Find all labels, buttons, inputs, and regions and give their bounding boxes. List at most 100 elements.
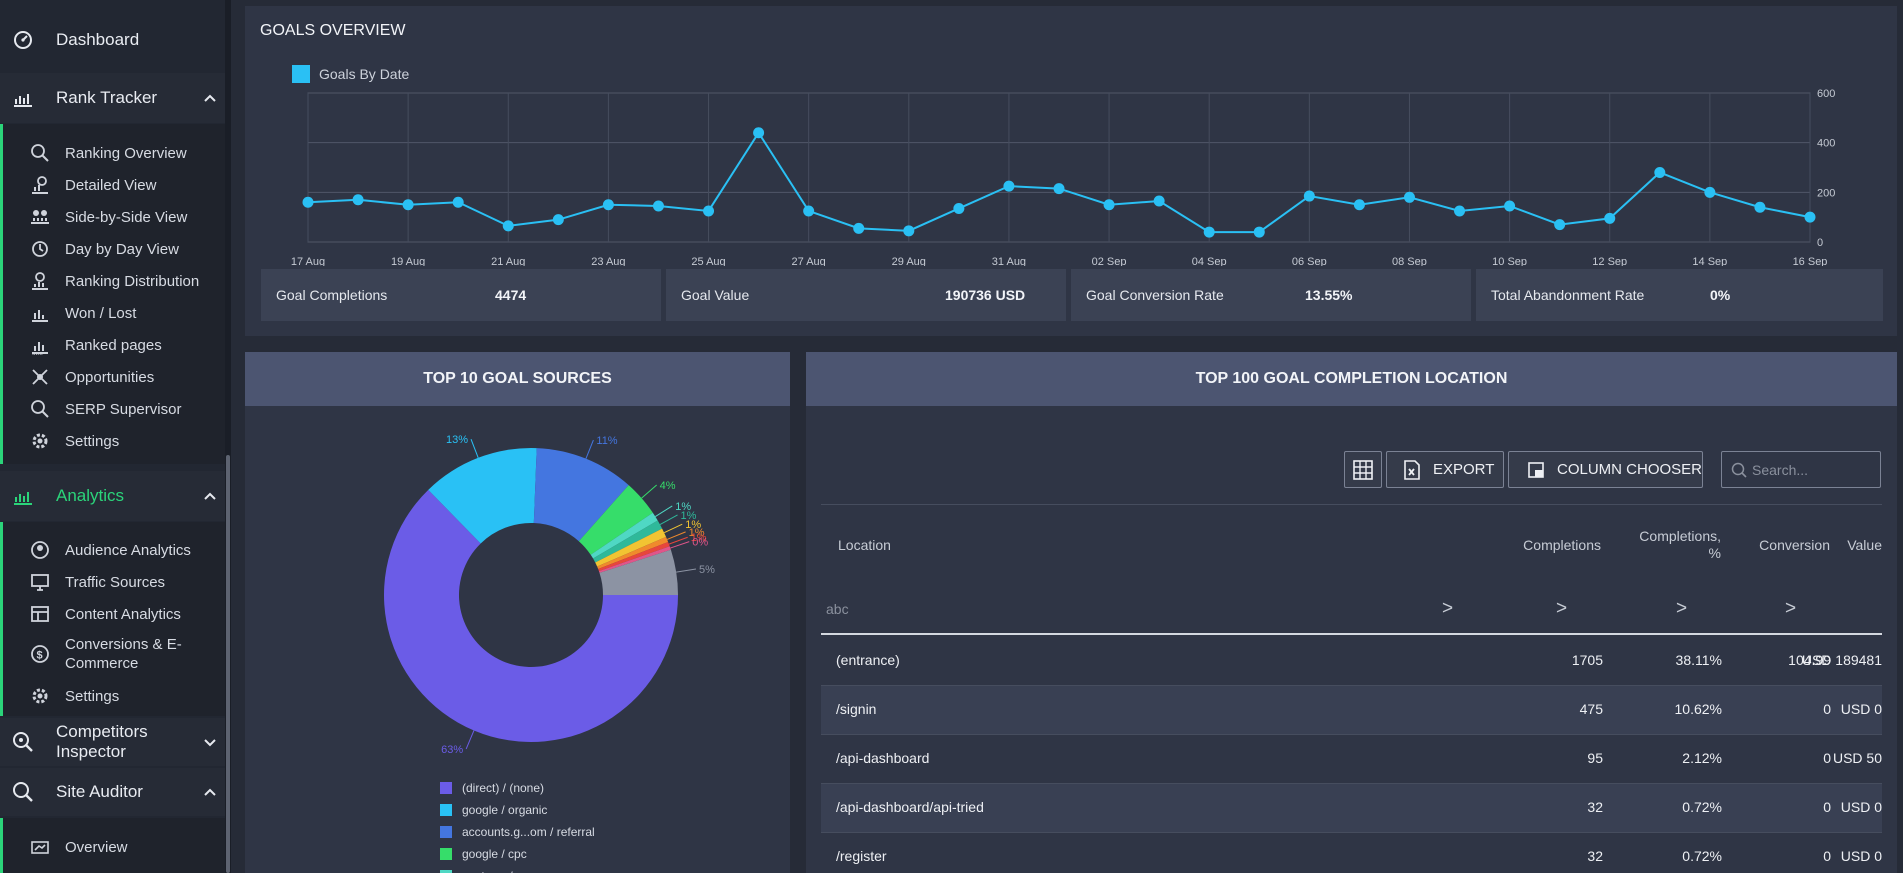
data-point[interactable] bbox=[703, 205, 715, 217]
grid-settings-button[interactable] bbox=[1344, 451, 1382, 488]
chevron-up-icon[interactable] bbox=[203, 785, 217, 799]
data-point[interactable] bbox=[402, 199, 414, 211]
pie-slice[interactable] bbox=[428, 448, 537, 544]
data-point[interactable] bbox=[903, 225, 915, 237]
sidebar-scrollbar[interactable] bbox=[225, 0, 231, 873]
sidebar-item-detailed-view[interactable]: Detailed View bbox=[3, 171, 225, 199]
data-point[interactable] bbox=[853, 222, 865, 234]
data-point[interactable] bbox=[1153, 195, 1165, 207]
data-point[interactable] bbox=[1554, 219, 1566, 231]
data-point[interactable] bbox=[552, 214, 564, 226]
pie-legend-item[interactable]: canterra / cpc bbox=[440, 867, 535, 873]
data-point[interactable] bbox=[302, 196, 314, 208]
data-point[interactable] bbox=[1403, 191, 1415, 203]
sidebar-section-site-auditor[interactable]: Site Auditor bbox=[0, 768, 225, 816]
chevron-up-icon[interactable] bbox=[203, 91, 217, 105]
data-point[interactable] bbox=[502, 220, 514, 232]
table-row[interactable]: (entrance) 1705 38.11% 104.99 189481 USD bbox=[821, 637, 1882, 686]
rank-chart-icon bbox=[14, 94, 32, 107]
data-point[interactable] bbox=[652, 200, 664, 212]
chevron-up-icon[interactable] bbox=[203, 489, 217, 503]
legend-label[interactable]: Goals By Date bbox=[319, 66, 410, 82]
legend-swatch[interactable] bbox=[292, 65, 310, 83]
sidebar-section-analytics[interactable]: Analytics bbox=[0, 471, 225, 521]
conversion-filter-operator[interactable]: > bbox=[1676, 598, 1688, 619]
data-point[interactable] bbox=[1504, 200, 1516, 212]
completions-filter-operator[interactable]: > bbox=[1442, 598, 1454, 619]
slice-leader-line bbox=[668, 536, 688, 545]
sidebar-item-content-analytics[interactable]: Content Analytics bbox=[3, 600, 225, 628]
table-row[interactable]: /api-dashboard/api-tried 32 0.72% 0 0 USD bbox=[821, 784, 1882, 833]
pie-slice[interactable] bbox=[590, 512, 658, 559]
data-point[interactable] bbox=[1704, 186, 1716, 198]
pie-slice[interactable] bbox=[384, 489, 678, 742]
table-row[interactable]: /register 32 0.72% 0 0 USD bbox=[821, 833, 1882, 873]
analytics-submenu: Audience Analytics Traffic Sources Conte… bbox=[0, 522, 225, 716]
sidebar-item-won-lost[interactable]: Won / Lost bbox=[3, 299, 225, 327]
table-row[interactable]: /api-dashboard 95 2.12% 0 50 USD bbox=[821, 735, 1882, 784]
data-point[interactable] bbox=[1654, 166, 1666, 178]
column-chooser-button[interactable]: COLUMN CHOOSER bbox=[1508, 451, 1703, 488]
sidebar-item-rank-settings[interactable]: Settings bbox=[3, 427, 225, 455]
completions-pct-filter-operator[interactable]: > bbox=[1556, 598, 1568, 619]
data-point[interactable] bbox=[1454, 205, 1466, 217]
column-header-location[interactable]: Location bbox=[838, 537, 891, 553]
pie-slice[interactable] bbox=[578, 485, 653, 555]
data-point[interactable] bbox=[803, 205, 815, 217]
sidebar-item-traffic-sources[interactable]: Traffic Sources bbox=[3, 568, 225, 596]
pie-legend-item[interactable]: google / cpc bbox=[440, 845, 527, 863]
sidebar-item-day-by-day[interactable]: Day by Day View bbox=[3, 235, 225, 263]
sidebar-item-conversions[interactable]: $ Conversions & E- Commerce bbox=[3, 632, 225, 676]
data-point[interactable] bbox=[1103, 199, 1115, 211]
sidebar-item-serp-supervisor[interactable]: SERP Supervisor bbox=[3, 395, 225, 423]
pie-legend-item[interactable]: accounts.g...om / referral bbox=[440, 823, 595, 841]
pie-slice[interactable] bbox=[598, 546, 671, 573]
search-box[interactable] bbox=[1721, 451, 1881, 488]
data-point[interactable] bbox=[1303, 190, 1315, 202]
pie-legend-item[interactable]: google / organic bbox=[440, 801, 547, 819]
sidebar-item-side-by-side[interactable]: Side-by-Side View bbox=[3, 203, 225, 231]
sidebar-item-dashboard[interactable]: Dashboard bbox=[0, 15, 225, 65]
pie-slice[interactable] bbox=[533, 448, 629, 542]
pie-legend-item[interactable]: (direct) / (none) bbox=[440, 779, 544, 797]
slice-leader-line bbox=[470, 438, 479, 458]
search-input[interactable] bbox=[1752, 460, 1872, 480]
sidebar-item-auditor-overview[interactable]: Overview bbox=[3, 833, 225, 861]
pie-slice[interactable] bbox=[595, 528, 667, 567]
pie-slice[interactable] bbox=[597, 536, 669, 570]
chevron-down-icon[interactable] bbox=[203, 735, 217, 749]
data-point[interactable] bbox=[753, 127, 765, 139]
sidebar-scrollbar-thumb[interactable] bbox=[226, 455, 230, 873]
column-header-value[interactable]: Value bbox=[1847, 537, 1882, 553]
data-point[interactable] bbox=[1203, 226, 1215, 238]
pie-slice[interactable] bbox=[599, 549, 678, 595]
sidebar-section-rank-tracker[interactable]: Rank Tracker bbox=[0, 73, 225, 123]
location-filter-input[interactable]: abc bbox=[826, 601, 849, 617]
data-point[interactable] bbox=[1604, 212, 1616, 224]
column-header-completions[interactable]: Completions bbox=[1523, 537, 1601, 553]
data-point[interactable] bbox=[1003, 180, 1015, 192]
table-row[interactable]: /signin 475 10.62% 0 0 USD bbox=[821, 686, 1882, 735]
sidebar-item-ranked-pages[interactable]: www Ranked pages bbox=[3, 331, 225, 359]
column-header-completions-pct[interactable]: Completions,% bbox=[1639, 528, 1721, 561]
data-point[interactable] bbox=[352, 194, 364, 206]
data-point[interactable] bbox=[953, 202, 965, 214]
sidebar-item-opportunities[interactable]: Opportunities bbox=[3, 363, 225, 391]
data-point[interactable] bbox=[1053, 183, 1065, 195]
sidebar-section-competitors[interactable]: Competitors Inspector bbox=[0, 718, 225, 766]
pie-slice[interactable] bbox=[593, 520, 663, 563]
data-point[interactable] bbox=[1253, 226, 1265, 238]
column-header-conversion[interactable]: Conversion bbox=[1759, 537, 1830, 553]
pie-slice[interactable] bbox=[598, 541, 670, 572]
data-point[interactable] bbox=[1353, 199, 1365, 211]
value-filter-operator[interactable]: > bbox=[1785, 598, 1797, 619]
export-button[interactable]: EXPORT bbox=[1386, 451, 1504, 488]
data-point[interactable] bbox=[452, 196, 464, 208]
data-point[interactable] bbox=[602, 199, 614, 211]
sidebar-item-audience-analytics[interactable]: Audience Analytics bbox=[3, 536, 225, 564]
data-point[interactable] bbox=[1804, 211, 1816, 223]
data-point[interactable] bbox=[1754, 201, 1766, 213]
sidebar-item-ranking-distribution[interactable]: Ranking Distribution bbox=[3, 267, 225, 295]
sidebar-item-analytics-settings[interactable]: Settings bbox=[3, 682, 225, 710]
sidebar-item-ranking-overview[interactable]: Ranking Overview bbox=[3, 139, 225, 167]
